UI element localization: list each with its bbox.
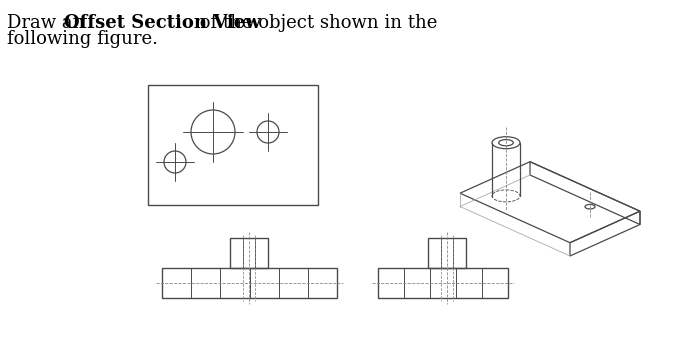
- Text: following figure.: following figure.: [7, 30, 158, 48]
- Text: Draw an: Draw an: [7, 14, 90, 32]
- Text: Offset Section View: Offset Section View: [64, 14, 260, 32]
- Text: of the object shown in the: of the object shown in the: [194, 14, 438, 32]
